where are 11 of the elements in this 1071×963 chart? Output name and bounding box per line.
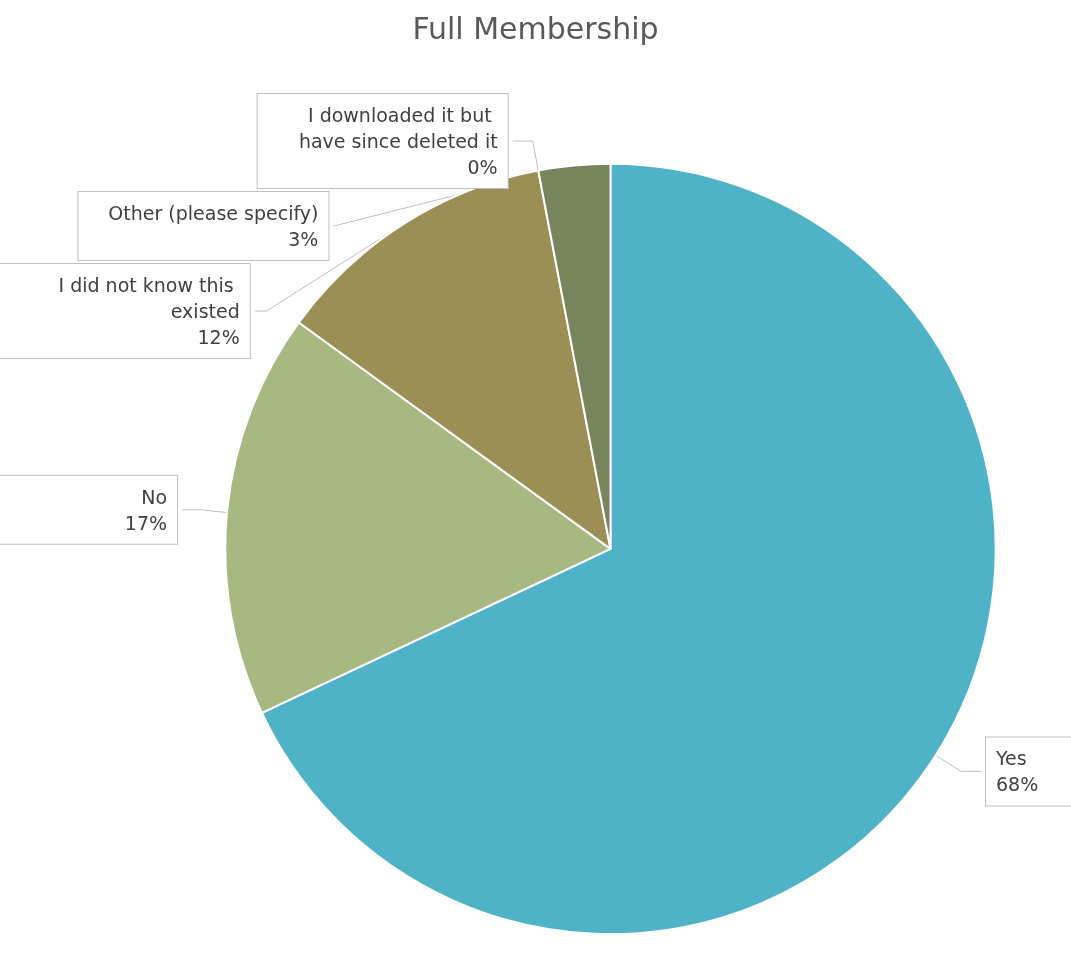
chart-title: Full Membership	[412, 10, 659, 46]
data-label: 3%	[288, 228, 319, 251]
slice-label: I did not know this existed	[58, 274, 240, 323]
category-label: I downloaded it but have since deleted it	[298, 104, 498, 153]
text: 0%	[467, 156, 498, 179]
data-label: 17%	[124, 511, 168, 534]
data-label: 68%	[996, 773, 1039, 796]
slice-label: Yes	[995, 747, 1027, 770]
data-label: 12%	[197, 326, 240, 349]
slice-label: No	[141, 485, 168, 508]
slice-label: Other (please specify)	[108, 202, 319, 225]
